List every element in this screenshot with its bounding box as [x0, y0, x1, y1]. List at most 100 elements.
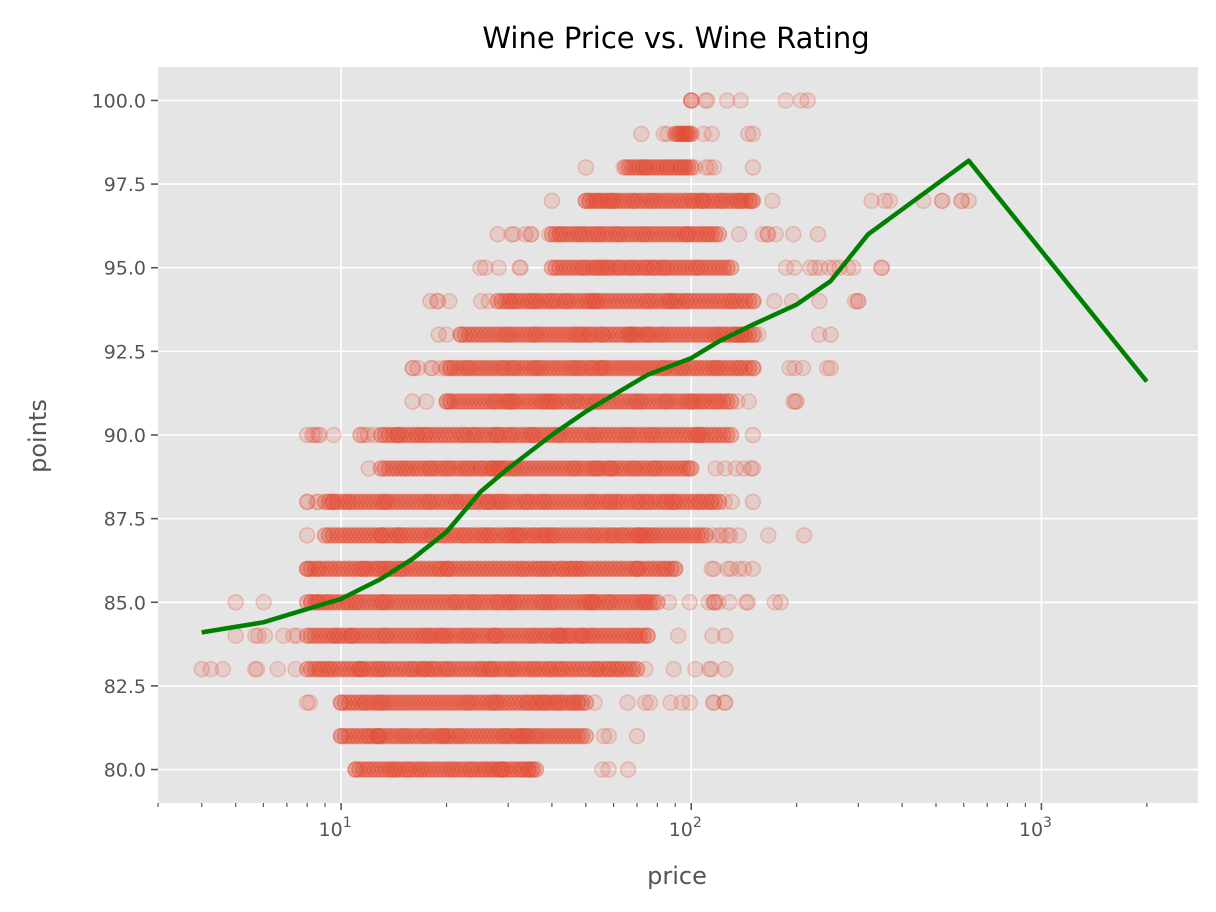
scatter-point — [438, 326, 455, 343]
scatter-point — [627, 426, 644, 444]
scatter-point — [444, 493, 461, 511]
scatter-point — [675, 460, 692, 477]
scatter-point — [332, 527, 350, 544]
scatter-point — [509, 359, 527, 377]
scatter-point — [489, 594, 507, 611]
scatter-point — [402, 594, 419, 611]
scatter-point — [659, 426, 676, 444]
scatter-point — [623, 192, 640, 210]
scatter-point — [630, 226, 648, 243]
scatter-point — [408, 493, 425, 511]
scatter-point — [677, 259, 694, 276]
scatter-point — [302, 660, 320, 678]
scatter-point — [366, 594, 384, 611]
scatter-point — [298, 493, 316, 511]
scatter-point — [520, 292, 538, 310]
scatter-point — [374, 660, 391, 678]
scatter-point — [494, 359, 512, 377]
scatter-point — [616, 393, 633, 410]
scatter-point — [529, 594, 547, 611]
x-axis-label: price — [647, 862, 707, 890]
scatter-point — [523, 326, 541, 343]
scatter-point — [530, 694, 547, 711]
scatter-point — [638, 560, 656, 578]
scatter-point — [679, 226, 697, 243]
scatter-point — [600, 192, 617, 210]
x-tick-label: 101 — [319, 815, 352, 841]
scatter-point — [613, 359, 630, 377]
scatter-point — [719, 259, 736, 276]
scatter-point — [607, 493, 624, 511]
scatter-point — [376, 594, 394, 611]
scatter-point — [645, 259, 662, 276]
scatter-points — [193, 92, 977, 778]
scatter-point — [651, 493, 668, 511]
scatter-point — [614, 560, 632, 578]
scatter-point — [430, 560, 448, 578]
scatter-point — [505, 594, 523, 611]
scatter-point — [462, 560, 480, 578]
scatter-point — [492, 627, 510, 644]
scatter-point — [370, 560, 388, 578]
scatter-point — [544, 527, 562, 544]
scatter-point — [336, 694, 354, 711]
scatter-point — [348, 694, 366, 711]
scatter-point — [356, 694, 374, 711]
scatter-point — [424, 426, 441, 444]
scatter-point — [322, 627, 340, 644]
scatter-point — [721, 594, 738, 611]
scatter-point — [392, 493, 409, 511]
scatter-point — [876, 192, 894, 210]
scatter-point — [503, 660, 521, 678]
scatter-point — [589, 594, 606, 611]
scatter-point — [710, 426, 728, 444]
scatter-point — [489, 660, 507, 678]
scatter-point — [745, 292, 763, 310]
scatter-point — [665, 527, 682, 544]
y-tick-label: 80.0 — [104, 760, 146, 782]
scatter-point — [593, 259, 610, 276]
trend-line-layer — [201, 158, 1149, 635]
scatter-point — [519, 460, 537, 477]
scatter-point — [522, 694, 539, 711]
scatter-point — [676, 159, 694, 176]
scatter-point — [609, 660, 627, 678]
scatter-point — [664, 192, 682, 210]
scatter-point — [534, 527, 552, 544]
scatter-point — [645, 527, 662, 544]
scatter-point — [583, 426, 601, 444]
scatter-point — [553, 727, 571, 745]
scatter-point — [715, 259, 732, 276]
scatter-point — [622, 326, 639, 343]
scatter-point — [687, 660, 704, 678]
scatter-point — [485, 594, 503, 611]
scatter-point — [695, 393, 712, 410]
scatter-point — [627, 493, 644, 511]
scatter-point — [638, 493, 655, 511]
scatter-point — [527, 460, 545, 477]
scatter-point — [595, 493, 612, 511]
scatter-point — [516, 292, 534, 310]
scatter-point — [528, 627, 545, 644]
scatter-point — [728, 359, 746, 377]
scatter-point — [643, 460, 660, 477]
scatter-point — [440, 460, 457, 477]
scatter-point — [424, 761, 441, 778]
scatter-point — [468, 460, 485, 477]
scatter-point — [384, 493, 401, 511]
scatter-point — [408, 460, 426, 477]
scatter-point — [439, 460, 456, 477]
scatter-point — [620, 326, 637, 343]
scatter-point — [585, 594, 602, 611]
scatter-point — [511, 493, 529, 511]
scatter-point — [376, 527, 394, 544]
scatter-point — [420, 426, 437, 444]
scatter-point — [557, 359, 575, 377]
scatter-point — [486, 359, 503, 377]
scatter-point — [558, 259, 576, 276]
scatter-point — [740, 393, 758, 410]
scatter-point — [719, 560, 737, 578]
scatter-point — [543, 292, 560, 310]
scatter-point — [376, 694, 393, 711]
scatter-point — [604, 259, 622, 276]
